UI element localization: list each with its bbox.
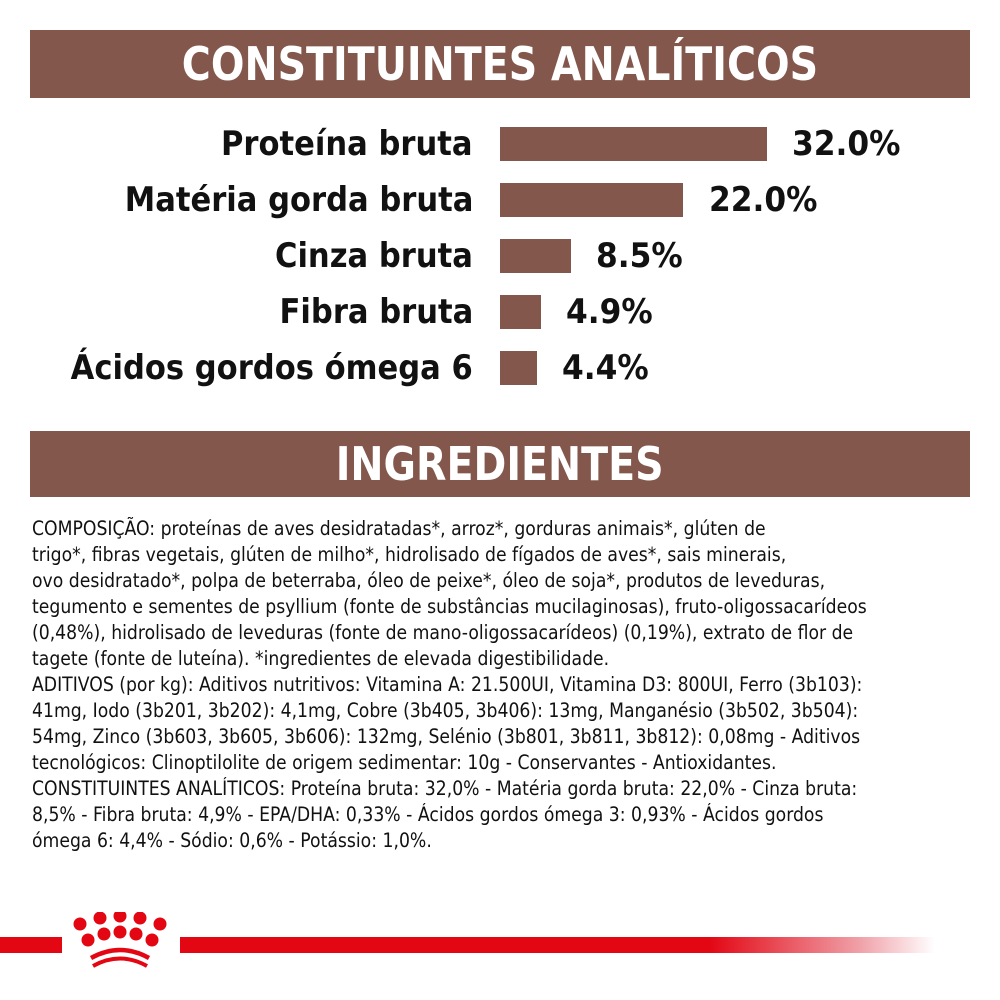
- brand-stripe-right: [180, 937, 935, 953]
- chart-bar: [500, 351, 537, 385]
- chart-bar: [500, 127, 767, 161]
- ingredients-banner: INGREDIENTES: [30, 431, 970, 497]
- chart-bar: [500, 295, 541, 329]
- constituents-banner: CONSTITUINTES ANALÍTICOS: [30, 30, 970, 98]
- ingredients-line: trigo*, fibras vegetais, glúten de milho…: [32, 543, 787, 566]
- chart-label: Proteína bruta: [221, 124, 473, 164]
- ingredients-line: ADITIVOS (por kg): Aditivos nutritivos: …: [32, 673, 863, 696]
- chart-value: 22.0%: [709, 180, 818, 220]
- chart-label: Ácidos gordos ómega 6: [70, 348, 473, 388]
- chart-row-protein: Proteína bruta 32.0%: [0, 124, 1000, 164]
- chart-row-ash: Cinza bruta 8.5%: [0, 236, 1000, 276]
- chart-value: 4.9%: [566, 292, 653, 332]
- ingredients-line: tagete (fonte de luteína). *ingredientes…: [32, 647, 610, 670]
- chart-row-fibre: Fibra bruta 4.9%: [0, 292, 1000, 332]
- chart-label: Matéria gorda bruta: [124, 180, 473, 220]
- ingredients-line: COMPOSIÇÃO: proteínas de aves desidratad…: [32, 517, 766, 540]
- chart-row-omega6: Ácidos gordos ómega 6 4.4%: [0, 348, 1000, 388]
- ingredients-line: (0,48%), hidrolisado de leveduras (fonte…: [32, 621, 854, 644]
- crown-logo-icon: [73, 912, 167, 968]
- chart-label: Cinza bruta: [275, 236, 473, 276]
- constituents-title: CONSTITUINTES ANALÍTICOS: [181, 37, 819, 91]
- ingredients-line: tecnológicos: Clinoptilolite de origem s…: [32, 751, 777, 774]
- ingredients-title: INGREDIENTES: [336, 437, 664, 491]
- chart-value: 8.5%: [596, 236, 683, 276]
- chart-value: 4.4%: [562, 348, 649, 388]
- ingredients-line: 8,5% - Fibra bruta: 4,9% - EPA/DHA: 0,33…: [32, 803, 824, 826]
- ingredients-line: tegumento e sementes de psyllium (fonte …: [32, 595, 867, 618]
- chart-label: Fibra bruta: [279, 292, 473, 332]
- chart-row-fat: Matéria gorda bruta 22.0%: [0, 180, 1000, 220]
- ingredients-line: CONSTITUINTES ANALÍTICOS: Proteína bruta…: [32, 777, 858, 800]
- chart-bar: [500, 183, 683, 217]
- ingredients-line: ómega 6: 4,4% - Sódio: 0,6% - Potássio: …: [32, 829, 432, 852]
- ingredients-text: COMPOSIÇÃO: proteínas de aves desidratad…: [32, 516, 972, 854]
- ingredients-line: 54mg, Zinco (3b603, 3b605, 3b606): 132mg…: [32, 725, 861, 748]
- brand-stripe-left: [0, 937, 62, 953]
- chart-value: 32.0%: [792, 124, 901, 164]
- ingredients-line: 41mg, Iodo (3b201, 3b202): 4,1mg, Cobre …: [32, 699, 859, 722]
- ingredients-line: ovo desidratado*, polpa de beterraba, ól…: [32, 569, 826, 592]
- chart-bar: [500, 239, 571, 273]
